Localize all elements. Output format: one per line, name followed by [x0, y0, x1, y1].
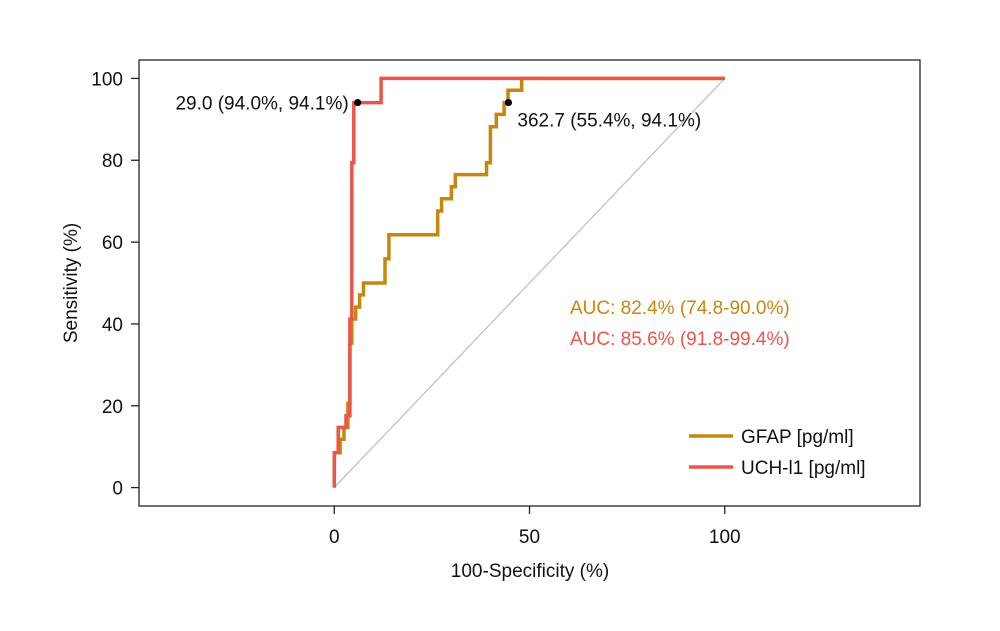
legend-label-gfap: GFAP [pg/ml] — [741, 427, 854, 448]
legend-label-uch-l1: UCH-l1 [pg/ml] — [741, 458, 866, 479]
x-tick-label: 100 — [709, 527, 741, 548]
x-axis: 0 50 100 — [329, 506, 741, 548]
y-tick-label: 40 — [102, 315, 123, 336]
reference-layer — [333, 77, 726, 489]
annotation-gfap-cutoff: 362.7 (55.4%, 94.1%) — [517, 111, 701, 132]
x-tick-label: 0 — [329, 527, 340, 548]
series-layer — [332, 76, 725, 488]
y-tick-label: 0 — [112, 479, 123, 500]
auc-label-uch-l1: AUC: 85.6% (91.8-99.4%) — [570, 329, 790, 350]
cutoff-point-gfap — [504, 98, 513, 107]
marker-layer — [354, 98, 513, 107]
y-tick-label: 20 — [102, 397, 123, 418]
y-tick-label: 60 — [102, 233, 123, 254]
y-tick-label: 100 — [91, 69, 123, 90]
y-axis: 0 20 40 60 80 100 — [91, 69, 139, 500]
cutoff-point-uch-l1 — [354, 98, 362, 107]
x-axis-label: 100-Specificity (%) — [451, 561, 609, 582]
reference-diagonal — [333, 77, 726, 489]
annotation-uch-l1-cutoff: 29.0 (94.0%, 94.1%) — [175, 94, 348, 115]
roc-curve-uch-l1 — [332, 76, 725, 488]
x-tick-label: 50 — [519, 527, 540, 548]
y-axis-label: Sensitivity (%) — [61, 223, 82, 343]
auc-label-gfap: AUC: 82.4% (74.8-90.0%) — [570, 298, 790, 319]
y-tick-label: 80 — [102, 151, 123, 172]
legend: GFAP [pg/ml] UCH-l1 [pg/ml] — [689, 427, 866, 479]
